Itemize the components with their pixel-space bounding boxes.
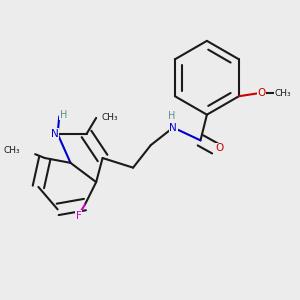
Text: CH₃: CH₃ (4, 146, 20, 154)
Text: O: O (216, 143, 224, 153)
Text: N: N (51, 129, 59, 139)
Text: CH₃: CH₃ (102, 113, 119, 122)
Text: N: N (169, 122, 177, 133)
Text: CH₃: CH₃ (274, 88, 291, 98)
Text: O: O (257, 88, 266, 98)
Text: H: H (168, 111, 175, 121)
Text: H: H (60, 110, 67, 120)
Text: F: F (76, 211, 81, 221)
